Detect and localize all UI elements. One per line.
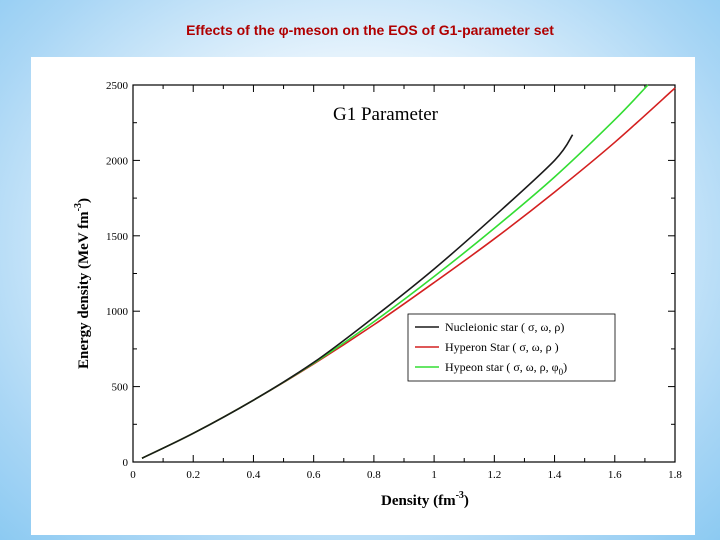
series-line-nucleonic bbox=[141, 134, 574, 459]
y-axis-label-exponent: -3 bbox=[73, 203, 84, 211]
slide-title: Effects of the φ-meson on the EOS of G1-… bbox=[186, 22, 554, 38]
axis-ticks: 0 0.2 0.4 0.6 0.8 1 1.2 1.4 1.6 1.8 0 500 1000 1500 20… bbox=[106, 80, 682, 481]
plot-panel: 0 0.2 0.4 0.6 0.8 1 1.2 1.4 1.6 1.8 0 500 1000 1500 20… bbox=[31, 57, 695, 535]
y-tick-label: 0 bbox=[123, 457, 129, 469]
legend-label-hyperon-phi-subscript: 0 bbox=[559, 367, 564, 377]
x-tick-label: 0.8 bbox=[367, 469, 381, 481]
y-tick-label: 1000 bbox=[106, 306, 129, 318]
legend-label-hyperon-phi: Hypeon star ( σ, ω, ρ, φ0) bbox=[445, 360, 567, 377]
legend-box bbox=[407, 313, 616, 382]
x-tick-label: 0.2 bbox=[186, 469, 200, 481]
legend-label-hyperon: Hyperon Star ( σ, ω, ρ ) bbox=[445, 340, 559, 354]
legend-label-hyperon-phi-close: ) bbox=[563, 360, 567, 374]
y-tick-label: 2000 bbox=[106, 155, 129, 167]
x-tick-label: 1 bbox=[431, 469, 437, 481]
series-lines bbox=[141, 84, 676, 459]
plot-frame bbox=[132, 84, 676, 463]
y-axis-label-close: ) bbox=[76, 198, 92, 203]
x-tick-label: 0.4 bbox=[247, 469, 261, 481]
series-line-hyperon bbox=[141, 87, 676, 459]
y-tick-label: 1500 bbox=[106, 231, 129, 243]
x-tick-label: 1.4 bbox=[548, 469, 562, 481]
x-axis-label-text: Density (fm bbox=[381, 493, 456, 509]
legend: Nucleionic star ( σ, ω, ρ) Hyperon Star … bbox=[407, 313, 616, 382]
x-tick-label: 1.8 bbox=[668, 469, 682, 481]
y-axis-label-text: Energy density (MeV fm bbox=[76, 211, 92, 369]
legend-label-nucleonic: Nucleionic star ( σ, ω, ρ) bbox=[445, 320, 564, 334]
y-tick-label: 500 bbox=[112, 382, 129, 394]
x-tick-label: 0.6 bbox=[307, 469, 321, 481]
x-axis-title: Density (fm-3) bbox=[381, 490, 469, 509]
x-axis-label-exponent: -3 bbox=[456, 490, 464, 501]
y-axis-title: Energy density (MeV fm-3) bbox=[73, 198, 92, 369]
x-tick-label: 0 bbox=[130, 469, 136, 481]
x-axis-label-close: ) bbox=[464, 493, 469, 509]
energy-density-chart: 0 0.2 0.4 0.6 0.8 1 1.2 1.4 1.6 1.8 0 500 1000 1500 20… bbox=[73, 80, 682, 509]
y-tick-label: 2500 bbox=[106, 80, 129, 92]
legend-label-hyperon-phi-text: Hypeon star ( σ, ω, ρ, φ bbox=[445, 360, 559, 374]
x-tick-label: 1.6 bbox=[608, 469, 622, 481]
series-line-hyperon-phi bbox=[141, 84, 649, 459]
chart-title: G1 Parameter bbox=[333, 104, 439, 125]
x-tick-label: 1.2 bbox=[487, 469, 501, 481]
